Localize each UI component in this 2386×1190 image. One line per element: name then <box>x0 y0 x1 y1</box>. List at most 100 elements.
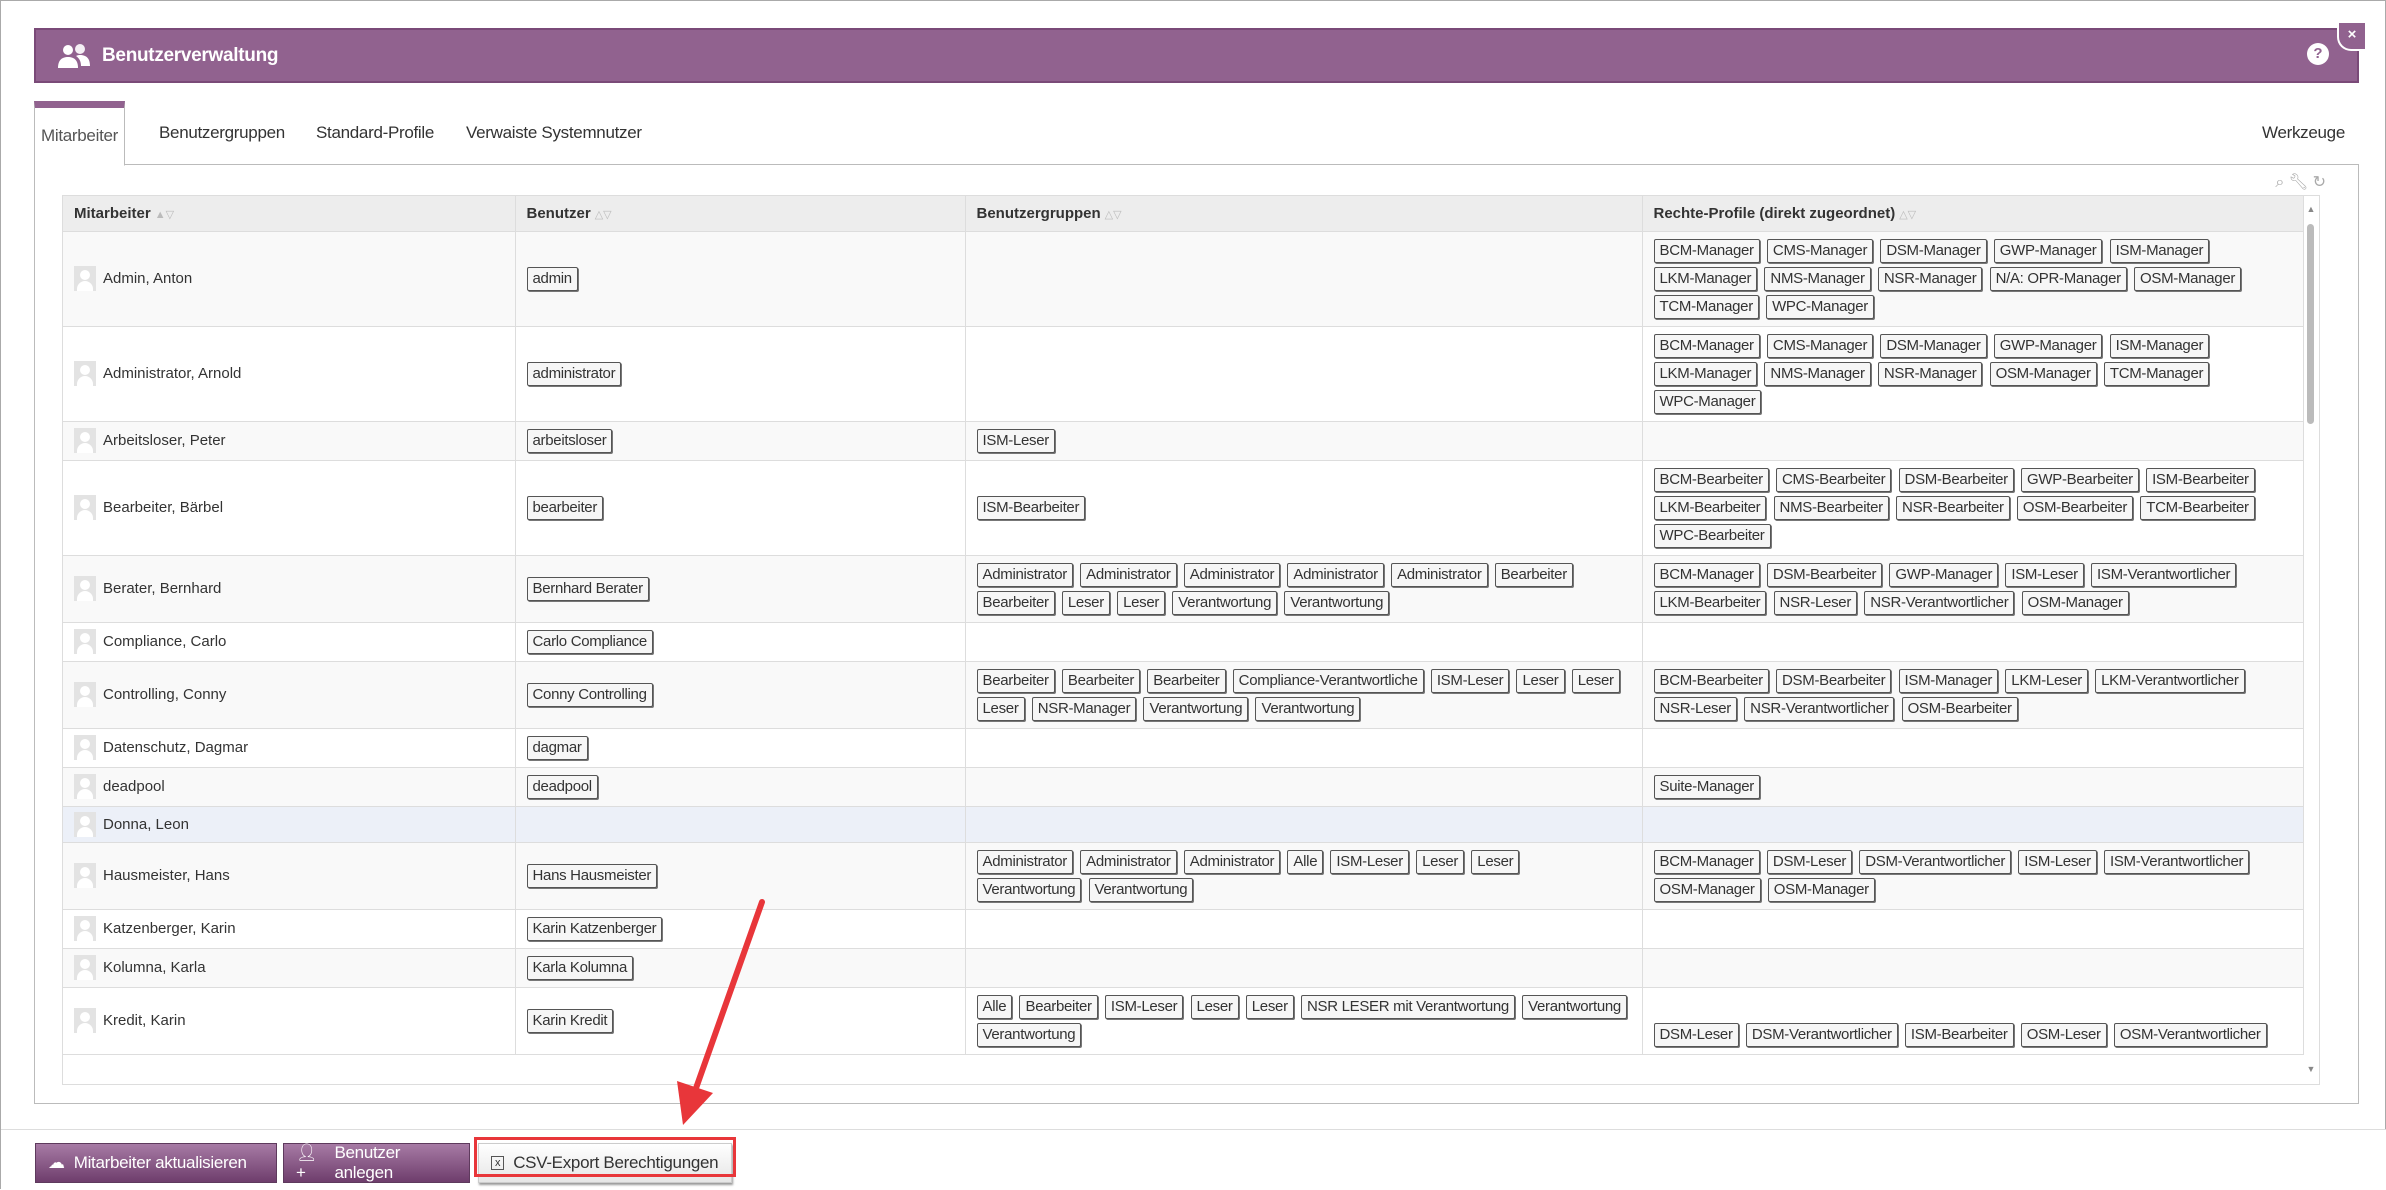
table-row[interactable]: Hausmeister, Hans Hans Hausmeister Adminis… <box>63 842 2304 910</box>
group-tag[interactable]: Verantwortung <box>1255 696 1361 721</box>
profile-tag[interactable]: OSM-Manager <box>1767 877 1875 902</box>
user-tag[interactable]: Bernhard Berater <box>526 576 649 601</box>
group-tag[interactable]: Leser <box>1471 849 1520 874</box>
profile-tag[interactable]: GWP-Bearbeiter <box>2021 467 2139 492</box>
profile-tag[interactable]: DSM-Verantwortlicher <box>1745 1022 1898 1047</box>
profile-tag[interactable]: GWP-Manager <box>1993 333 2103 358</box>
group-tag[interactable]: Administrator <box>1183 849 1281 874</box>
table-row[interactable]: Kredit, Karin Karin Kredit Alle Bearbeiter… <box>63 987 2304 1055</box>
tab-standard-profile[interactable]: Standard-Profile <box>316 123 435 142</box>
profile-tag[interactable]: ISM-Verantwortlicher <box>2091 562 2237 587</box>
user-tag[interactable]: Karin Kredit <box>526 1008 614 1033</box>
profile-tag[interactable]: NSR-Verantwortlicher <box>1864 590 2015 615</box>
group-tag[interactable]: Bearbeiter <box>976 590 1055 615</box>
profile-tag[interactable]: LKM-Leser <box>2005 668 2088 693</box>
group-tag[interactable]: Alle <box>976 994 1013 1019</box>
group-tag[interactable]: Bearbeiter <box>1147 668 1226 693</box>
group-tag[interactable]: ISM-Leser <box>1330 849 1409 874</box>
profile-tag[interactable]: LKM-Bearbeiter <box>1653 590 1767 615</box>
profile-tag[interactable]: ISM-Bearbeiter <box>1904 1022 2014 1047</box>
group-tag[interactable]: Compliance-Verantwortliche <box>1232 668 1424 693</box>
group-tag[interactable]: Verantwortung <box>1172 590 1278 615</box>
profile-tag[interactable]: LKM-Manager <box>1653 361 1758 386</box>
profile-tag[interactable]: OSM-Verantwortlicher <box>2113 1022 2267 1047</box>
group-tag[interactable]: Verantwortung <box>1143 696 1249 721</box>
table-row[interactable]: Admin, Anton admin BCM-Manager CMS-Manager… <box>63 231 2304 327</box>
group-tag[interactable]: NSR LESER mit Verantwortung <box>1300 994 1515 1019</box>
user-tag[interactable]: Carlo Compliance <box>526 629 653 654</box>
sort-icon[interactable]: △▽ <box>1104 208 1122 221</box>
group-tag[interactable]: Bearbeiter <box>976 668 1055 693</box>
group-tag[interactable]: Leser <box>1416 849 1465 874</box>
profile-tag[interactable]: BCM-Manager <box>1653 562 1760 587</box>
profile-tag[interactable]: TCM-Manager <box>1653 294 1759 319</box>
profile-tag[interactable]: DSM-Leser <box>1653 1022 1739 1047</box>
group-tag[interactable]: Verantwortung <box>1284 590 1390 615</box>
group-tag[interactable]: Leser <box>1117 590 1166 615</box>
user-tag[interactable]: deadpool <box>526 774 598 799</box>
profile-tag[interactable]: CMS-Manager <box>1766 333 1874 358</box>
profile-tag[interactable]: DSM-Bearbeiter <box>1776 668 1892 693</box>
group-tag[interactable]: Leser <box>1061 590 1110 615</box>
group-tag[interactable]: NSR-Manager <box>1031 696 1137 721</box>
profile-tag[interactable]: OSM-Manager <box>1989 361 2097 386</box>
table-row[interactable]: Arbeitsloser, Peter arbeitsloser ISM-Leser <box>63 421 2304 461</box>
profile-tag[interactable]: BCM-Manager <box>1653 238 1760 263</box>
profile-tag[interactable]: NSR-Manager <box>1877 266 1983 291</box>
scrollbar-thumb[interactable] <box>2307 224 2314 424</box>
profile-tag[interactable]: GWP-Manager <box>1993 238 2103 263</box>
group-tag[interactable]: Leser <box>1571 668 1620 693</box>
column-header-mitarbeiter[interactable]: Mitarbeiter ▲▽ <box>63 196 516 232</box>
tab-verwaiste-systemnutzer[interactable]: Verwaiste Systemnutzer <box>466 123 642 142</box>
profile-tag[interactable]: DSM-Leser <box>1766 849 1853 874</box>
profile-tag[interactable]: ISM-Bearbeiter <box>2146 467 2255 492</box>
group-tag[interactable]: Verantwortung <box>1522 994 1627 1019</box>
profile-tag[interactable]: DSM-Verantwortlicher <box>1859 849 2012 874</box>
close-icon[interactable]: × <box>2337 23 2365 51</box>
profile-tag[interactable]: LKM-Manager <box>1653 266 1758 291</box>
group-tag[interactable]: ISM-Leser <box>1430 668 1510 693</box>
profile-tag[interactable]: NSR-Leser <box>1773 590 1858 615</box>
group-tag[interactable]: Administrator <box>1183 562 1281 587</box>
profile-tag[interactable]: DSM-Manager <box>1880 238 1987 263</box>
profile-tag[interactable]: GWP-Manager <box>1889 562 1999 587</box>
user-tag[interactable]: Conny Controlling <box>526 682 653 707</box>
profile-tag[interactable]: BCM-Bearbeiter <box>1653 668 1769 693</box>
tab-benutzergruppen[interactable]: Benutzergruppen <box>159 123 285 142</box>
sort-icon[interactable]: △▽ <box>594 208 612 221</box>
user-tag[interactable]: administrator <box>526 361 622 386</box>
profile-tag[interactable]: LKM-Verantwortlicher <box>2095 668 2245 693</box>
profile-tag[interactable]: DSM-Manager <box>1880 333 1987 358</box>
tools-menu[interactable]: Werkzeuge <box>2262 123 2345 142</box>
profile-tag[interactable]: BCM-Bearbeiter <box>1653 467 1769 492</box>
table-row[interactable]: Kolumna, Karla Karla Kolumna <box>63 948 2304 988</box>
user-tag[interactable]: dagmar <box>526 735 588 760</box>
refresh-employees-button[interactable]: ☁ Mitarbeiter aktualisieren <box>35 1143 277 1183</box>
profile-tag[interactable]: ISM-Verantwortlicher <box>2103 849 2250 874</box>
table-row[interactable]: Donna, Leon <box>63 806 2304 843</box>
profile-tag[interactable]: TCM-Manager <box>2103 361 2210 386</box>
wrench-icon[interactable]: 🔧︎ <box>2288 174 2313 191</box>
profile-tag[interactable]: OSM-Manager <box>1653 877 1761 902</box>
profile-tag[interactable]: WPC-Bearbeiter <box>1653 523 1771 548</box>
table-row[interactable]: Datenschutz, Dagmar dagmar <box>63 728 2304 768</box>
profile-tag[interactable]: OSM-Manager <box>2134 266 2242 291</box>
group-tag[interactable]: Verantwortung <box>976 877 1082 902</box>
profile-tag[interactable]: BCM-Manager <box>1653 333 1760 358</box>
group-tag[interactable]: Administrator <box>1391 562 1488 587</box>
group-tag[interactable]: Administrator <box>1287 562 1384 587</box>
profile-tag[interactable]: DSM-Bearbeiter <box>1766 562 1883 587</box>
column-header-benutzergruppen[interactable]: Benutzergruppen △▽ <box>965 196 1643 232</box>
group-tag[interactable]: Alle <box>1287 849 1324 874</box>
profile-tag[interactable]: ISM-Manager <box>2109 333 2210 358</box>
profile-tag[interactable]: NSR-Bearbeiter <box>1896 495 2010 520</box>
table-scrollbar[interactable]: ▲ ▼ <box>2305 204 2317 1074</box>
profile-tag[interactable]: CMS-Bearbeiter <box>1776 467 1892 492</box>
group-tag[interactable]: Administrator <box>976 562 1073 587</box>
group-tag[interactable]: Administrator <box>1080 562 1177 587</box>
sort-icon[interactable]: △▽ <box>1899 208 1917 221</box>
user-tag[interactable]: Karin Katzenberger <box>526 916 663 941</box>
user-tag[interactable]: arbeitsloser <box>526 428 613 453</box>
user-tag[interactable]: admin <box>526 266 578 291</box>
profile-tag[interactable]: NMS-Bearbeiter <box>1773 495 1889 520</box>
